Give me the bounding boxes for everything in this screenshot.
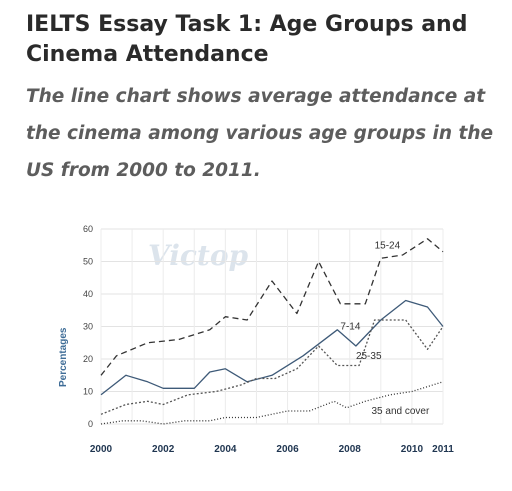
series-labels: 15-24 7-14 25-35 35 and cover <box>340 240 430 417</box>
series-line-3 <box>100 381 444 425</box>
chart-series <box>100 238 444 425</box>
watermark-text: Victop <box>148 239 249 272</box>
chart-grid <box>100 228 444 425</box>
page-subtitle: The line chart shows average attendance … <box>26 86 494 181</box>
series-line-0 <box>100 238 444 376</box>
series-label: 15-24 <box>375 240 401 251</box>
series-line-2 <box>100 319 444 415</box>
x-tick-label: 2008 <box>339 444 362 455</box>
series-label: 25-35 <box>356 351 382 362</box>
y-tick-label: 0 <box>88 419 93 429</box>
x-tick-label: 2010 <box>401 444 424 455</box>
y-tick-label: 10 <box>83 387 93 397</box>
y-tick-label: 30 <box>83 322 93 332</box>
y-axis-label: Percentages <box>58 327 69 387</box>
x-tick-label: 2011 <box>432 444 454 455</box>
y-tick-label: 50 <box>83 257 93 267</box>
series-line-1 <box>100 299 444 396</box>
x-tick-label: 2000 <box>90 444 113 455</box>
y-tick-label: 60 <box>83 224 93 234</box>
x-tick-label: 2002 <box>152 444 175 455</box>
x-tick-label: 2004 <box>214 444 237 455</box>
x-tick-label: 2006 <box>276 444 299 455</box>
y-axis-ticks: 0 10 20 30 40 50 60 <box>83 224 93 429</box>
y-tick-label: 40 <box>83 289 93 299</box>
series-label: 7-14 <box>340 322 360 333</box>
series-label: 35 and cover <box>371 406 429 417</box>
x-axis-ticks: 2000 2002 2004 2006 2008 2010 2011 <box>90 444 454 455</box>
y-tick-label: 20 <box>83 354 93 364</box>
page-title: IELTS Essay Task 1: Age Groups and Cinem… <box>26 12 468 67</box>
